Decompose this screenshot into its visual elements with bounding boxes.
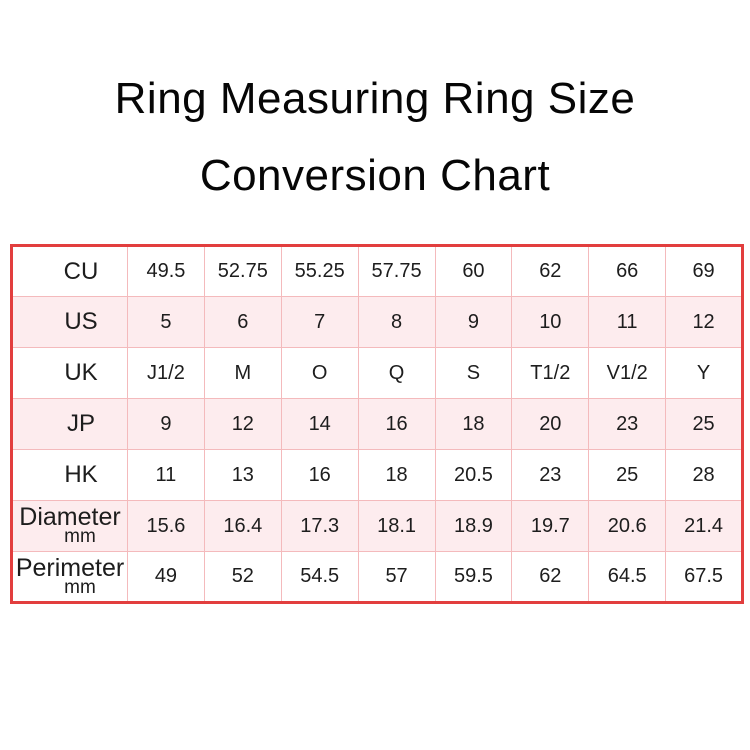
size-value-cell: 19.7	[511, 500, 590, 552]
size-value-cell: 23	[511, 449, 590, 501]
size-value-cell: 18.1	[357, 500, 436, 552]
size-value-cell: 20.6	[588, 500, 667, 552]
title-line-1: Ring Measuring Ring Size	[114, 74, 636, 123]
row-label: HK	[11, 449, 128, 501]
size-value-cell: 23	[588, 398, 667, 450]
table-row-us: US 5 6 7 8 9 10 11 12	[11, 296, 743, 348]
size-value-cell: 11	[127, 449, 205, 501]
title-line-2: Conversion Chart	[199, 151, 551, 200]
size-value-cell: 64.5	[588, 551, 667, 603]
size-value-cell: 52.75	[203, 245, 282, 297]
table-row-diameter: Diameter mm 15.6 16.4 17.3 18.1 18.9 19.7…	[11, 500, 743, 552]
row-label-text: Perimeter	[15, 553, 125, 582]
size-value-cell: 9	[434, 296, 513, 348]
size-value-cell: 66	[588, 245, 667, 297]
size-value-cell: 7	[280, 296, 359, 348]
size-value-cell: 52	[203, 551, 282, 603]
size-value-cell: 28	[665, 449, 743, 501]
size-value-cell: 18.9	[434, 500, 513, 552]
size-value-cell: 16	[280, 449, 359, 501]
size-value-cell: 49.5	[127, 245, 205, 297]
size-value-cell: Q	[357, 347, 436, 399]
size-value-cell: 67.5	[665, 551, 743, 603]
size-value-cell: 18	[434, 398, 513, 450]
row-label: UK	[11, 347, 128, 399]
size-value-cell: 17.3	[280, 500, 359, 552]
size-value-cell: 15.6	[127, 500, 205, 552]
row-label: US	[11, 296, 128, 348]
size-value-cell: 5	[127, 296, 205, 348]
row-label-text: US	[64, 308, 98, 335]
size-value-cell: 16	[357, 398, 436, 450]
row-label: Diameter mm	[11, 500, 128, 552]
size-value-cell: 10	[511, 296, 590, 348]
size-value-cell: 8	[357, 296, 436, 348]
size-value-cell: 25	[588, 449, 667, 501]
size-value-cell: 54.5	[280, 551, 359, 603]
table-row-uk: UK J1/2 M O Q S T1/2 V1/2 Y	[11, 347, 743, 399]
size-value-cell: 59.5	[434, 551, 513, 603]
size-value-cell: 14	[280, 398, 359, 450]
ring-size-conversion-table: CU 49.5 52.75 55.25 57.75 60 62 66 69 US…	[10, 244, 744, 604]
size-value-cell: 20	[511, 398, 590, 450]
size-value-cell: 62	[511, 551, 590, 603]
size-value-cell: 62	[511, 245, 590, 297]
size-value-cell: 18	[357, 449, 436, 501]
size-value-cell: Y	[665, 347, 743, 399]
row-label-text: HK	[64, 461, 98, 488]
row-label-text: Diameter	[19, 503, 121, 532]
row-label-text: UK	[64, 359, 98, 386]
size-value-cell: J1/2	[127, 347, 205, 399]
size-value-cell: 55.25	[280, 245, 359, 297]
size-value-cell: 12	[665, 296, 743, 348]
size-value-cell: V1/2	[588, 347, 667, 399]
table-row-perimeter: Perimeter mm 49 52 54.5 57 59.5 62 64.5 6…	[11, 551, 743, 603]
table-row-hk: HK 11 13 16 18 20.5 23 25 28	[11, 449, 743, 501]
size-value-cell: 69	[665, 245, 743, 297]
row-label: Perimeter mm	[11, 551, 128, 603]
size-value-cell: 12	[203, 398, 282, 450]
page-title: Ring Measuring Ring Size Conversion Char…	[0, 76, 750, 199]
size-value-cell: 25	[665, 398, 743, 450]
row-label: JP	[11, 398, 128, 450]
size-value-cell: 13	[203, 449, 282, 501]
size-value-cell: 57	[357, 551, 436, 603]
size-value-cell: 57.75	[357, 245, 436, 297]
size-value-cell: 16.4	[203, 500, 282, 552]
row-label-text: CU	[63, 257, 99, 285]
size-value-cell: 49	[127, 551, 205, 603]
size-value-cell: 6	[203, 296, 282, 348]
row-label-text: JP	[66, 410, 95, 437]
size-value-cell: O	[280, 347, 359, 399]
size-value-cell: 21.4	[665, 500, 743, 552]
row-label-unit: mm	[64, 526, 96, 548]
size-value-cell: M	[203, 347, 282, 399]
table-row-cu: CU 49.5 52.75 55.25 57.75 60 62 66 69	[11, 245, 743, 297]
size-value-cell: 9	[127, 398, 205, 450]
size-value-cell: 11	[588, 296, 667, 348]
table-row-jp: JP 9 12 14 16 18 20 23 25	[11, 398, 743, 450]
size-value-cell: 60	[434, 245, 513, 297]
size-value-cell: S	[434, 347, 513, 399]
row-label-unit: mm	[64, 576, 96, 598]
size-value-cell: T1/2	[511, 347, 590, 399]
size-value-cell: 20.5	[434, 449, 513, 501]
row-label: CU	[11, 245, 128, 297]
